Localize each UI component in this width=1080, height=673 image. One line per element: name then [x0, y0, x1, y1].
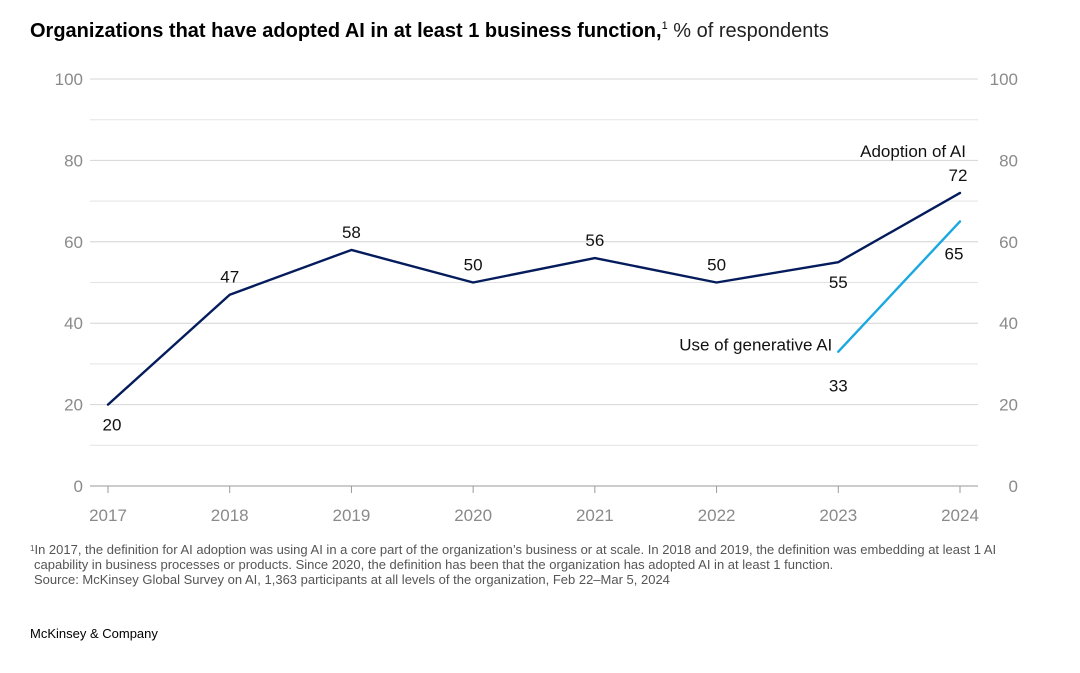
footnote-marker: 1 [30, 544, 35, 553]
data-label-adoption: 55 [829, 273, 848, 292]
y-tick-label-right: 40 [999, 314, 1018, 333]
chart-title-unit: % of respondents [673, 20, 829, 42]
title-footnote-marker: 1 [661, 20, 668, 32]
x-tick-label: 2019 [333, 506, 371, 525]
footnote-definition: 1In 2017, the definition for AI adoption… [30, 542, 1030, 572]
y-tick-label-left: 80 [64, 151, 83, 170]
footnote: 1In 2017, the definition for AI adoption… [30, 542, 1030, 587]
series-line-adoption [106, 191, 962, 406]
y-tick-label-left: 0 [74, 477, 83, 496]
brand-logo-text: McKinsey & Company [30, 626, 158, 641]
data-label-adoption: 58 [342, 223, 361, 242]
data-label-adoption: 50 [707, 256, 726, 275]
y-tick-label-right: 0 [1009, 477, 1018, 496]
series-label-genai: Use of generative AI [679, 336, 832, 355]
y-tick-label-right: 60 [999, 233, 1018, 252]
chart-title-main: Organizations that have adopted AI in at… [30, 20, 662, 42]
chart-title: Organizations that have adopted AI in at… [30, 18, 829, 47]
series-line-genai [837, 220, 962, 353]
data-label-adoption: 50 [464, 256, 483, 275]
data-label-adoption: 56 [585, 231, 604, 250]
x-tick-label: 2020 [454, 506, 492, 525]
data-label-adoption: 47 [220, 268, 239, 287]
data-label-adoption: 20 [103, 416, 122, 435]
y-tick-label-left: 40 [64, 314, 83, 333]
footnote-definition-text: In 2017, the definition for AI adoption … [34, 542, 997, 572]
x-tick-label: 2021 [576, 506, 614, 525]
y-tick-label-right: 20 [999, 396, 1018, 415]
series-label-adoption: Adoption of AI [860, 142, 966, 161]
data-label-genai: 33 [829, 377, 848, 396]
x-tick-label: 2018 [211, 506, 249, 525]
x-tick-label: 2017 [89, 506, 127, 525]
data-label-genai: 65 [945, 244, 964, 263]
x-tick-label: 2022 [698, 506, 736, 525]
y-tick-label-right: 100 [990, 70, 1018, 89]
x-tick-label: 2024 [941, 506, 979, 525]
y-tick-label-left: 20 [64, 396, 83, 415]
y-tick-label-right: 80 [999, 151, 1018, 170]
y-tick-label-left: 100 [55, 70, 83, 89]
data-label-adoption: 72 [949, 166, 968, 185]
x-tick-label: 2023 [819, 506, 857, 525]
footnote-source: Source: McKinsey Global Survey on AI, 1,… [34, 572, 670, 587]
y-tick-label-left: 60 [64, 233, 83, 252]
